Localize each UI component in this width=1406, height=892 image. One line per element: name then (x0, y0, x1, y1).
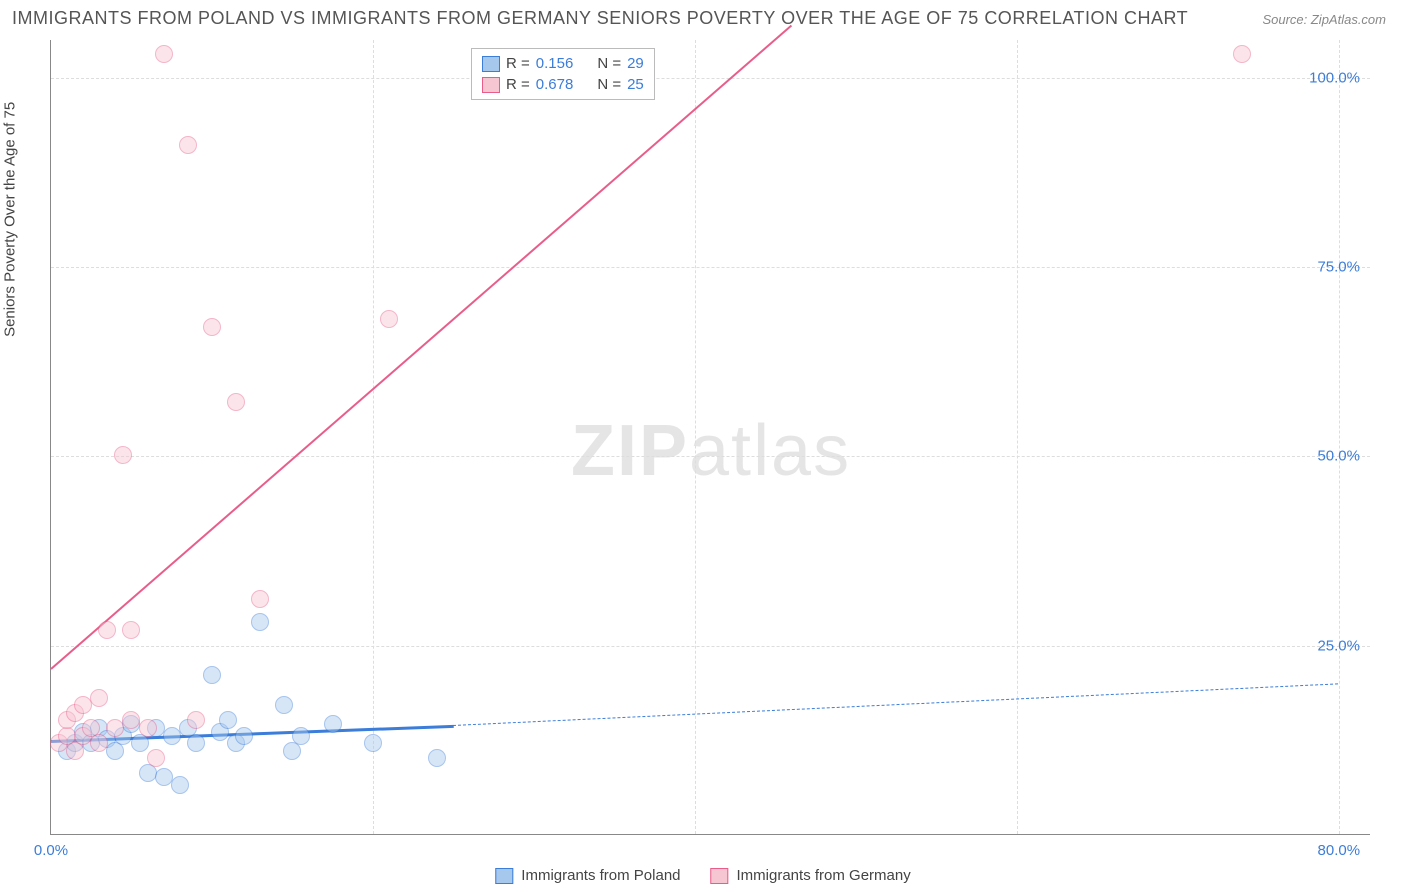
x-tick-label: 80.0% (1318, 842, 1361, 859)
gridline-horizontal (51, 78, 1370, 79)
data-point (251, 613, 269, 631)
data-point (179, 136, 197, 154)
gridline-horizontal (51, 267, 1370, 268)
data-point (219, 711, 237, 729)
stats-legend: R = 0.156 N = 29 R = 0.678 N = 25 (471, 48, 655, 100)
data-point (364, 734, 382, 752)
y-tick-label: 25.0% (1317, 637, 1360, 654)
trend-line (50, 25, 792, 670)
watermark: ZIPatlas (571, 410, 851, 492)
data-point (428, 749, 446, 767)
data-point (292, 727, 310, 745)
x-tick-label: 0.0% (34, 842, 68, 859)
trend-line (453, 684, 1338, 727)
data-point (235, 727, 253, 745)
data-point (147, 749, 165, 767)
legend-swatch (482, 77, 500, 93)
data-point (139, 719, 157, 737)
watermark-bold: ZIP (571, 411, 689, 491)
data-point (171, 776, 189, 794)
stat-r-value: 0.678 (536, 76, 574, 93)
source-name: ZipAtlas.com (1311, 12, 1386, 27)
y-axis-label: Seniors Poverty Over the Age of 75 (2, 102, 19, 337)
legend-label: Immigrants from Poland (521, 867, 680, 884)
legend-label: Immigrants from Germany (737, 867, 911, 884)
data-point (324, 715, 342, 733)
data-point (227, 393, 245, 411)
y-tick-label: 100.0% (1309, 69, 1360, 86)
gridline-vertical (695, 40, 696, 834)
legend-bottom: Immigrants from Poland Immigrants from Ge… (495, 867, 910, 884)
stat-n-value: 29 (627, 55, 644, 72)
gridline-vertical (373, 40, 374, 834)
chart-plot-area: ZIPatlas 25.0%50.0%75.0%100.0%0.0%80.0%R… (50, 40, 1370, 835)
y-tick-label: 75.0% (1317, 259, 1360, 276)
data-point (203, 318, 221, 336)
stat-n-label: N = (597, 55, 621, 72)
chart-title: IMMIGRANTS FROM POLAND VS IMMIGRANTS FRO… (12, 8, 1188, 29)
legend-swatch (711, 868, 729, 884)
data-point (114, 446, 132, 464)
data-point (98, 621, 116, 639)
gridline-vertical (1017, 40, 1018, 834)
data-point (187, 711, 205, 729)
stat-n-label: N = (597, 76, 621, 93)
legend-item: Immigrants from Poland (495, 867, 680, 884)
stat-r-label: R = (506, 55, 530, 72)
source-attribution: Source: ZipAtlas.com (1262, 12, 1386, 27)
gridline-horizontal (51, 456, 1370, 457)
data-point (187, 734, 205, 752)
data-point (122, 621, 140, 639)
y-tick-label: 50.0% (1317, 448, 1360, 465)
legend-swatch (495, 868, 513, 884)
legend-swatch (482, 56, 500, 72)
stat-r-value: 0.156 (536, 55, 574, 72)
data-point (203, 666, 221, 684)
stat-r-label: R = (506, 76, 530, 93)
data-point (1233, 45, 1251, 63)
gridline-horizontal (51, 646, 1370, 647)
source-prefix: Source: (1262, 12, 1310, 27)
data-point (275, 696, 293, 714)
watermark-light: atlas (689, 411, 851, 491)
data-point (90, 689, 108, 707)
data-point (251, 590, 269, 608)
data-point (380, 310, 398, 328)
stats-legend-row: R = 0.156 N = 29 (482, 53, 644, 74)
stat-n-value: 25 (627, 76, 644, 93)
gridline-vertical (1339, 40, 1340, 834)
stats-legend-row: R = 0.678 N = 25 (482, 74, 644, 95)
legend-item: Immigrants from Germany (711, 867, 911, 884)
data-point (155, 45, 173, 63)
data-point (90, 734, 108, 752)
